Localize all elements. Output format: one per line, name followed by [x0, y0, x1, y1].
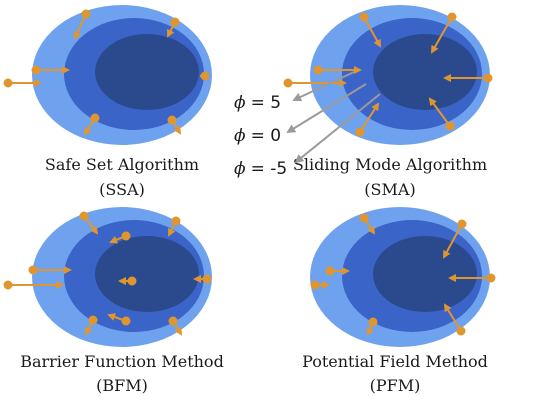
panel-pfm: Potential Field Method (PFM)	[302, 207, 496, 395]
phi-value: = 0	[251, 126, 281, 146]
phi-pointer-0	[286, 83, 367, 134]
ssa-arrow-origin	[31, 65, 41, 75]
bfm-arrow-origin	[3, 280, 13, 290]
pfm-caption-name: Potential Field Method	[302, 352, 488, 371]
ssa-arrows	[3, 9, 210, 136]
sma-arrow-origin	[447, 12, 457, 22]
sma-caption-abbr: (SMA)	[364, 180, 415, 199]
ssa-arrow-origin	[167, 115, 177, 125]
bfm-arrow-origin	[127, 276, 137, 286]
phi-label-neg5: ϕ = -5	[234, 159, 287, 179]
phi-pointer-neg5	[294, 93, 381, 164]
pfm-arrow-origin	[359, 213, 369, 223]
sma-arrow-origin	[355, 127, 365, 137]
sma-arrow	[359, 102, 380, 133]
sma-inner-set	[373, 34, 477, 110]
pfm-arrow	[443, 223, 463, 259]
bfm-arrow-origin	[121, 231, 131, 241]
pfm-arrows	[310, 213, 496, 336]
phi-pointer-5	[292, 71, 355, 102]
ssa-arrow-origin	[90, 113, 100, 123]
sma-arrow	[363, 16, 381, 48]
pfm-arrow-origin	[486, 273, 496, 283]
sma-arrows	[283, 12, 493, 137]
bfm-arrow-origin	[121, 316, 131, 326]
phi-value: = 5	[251, 93, 281, 113]
bfm-caption-name: Barrier Function Method	[20, 352, 224, 371]
phi-value: = -5	[251, 159, 288, 179]
ssa-arrow-origin	[170, 17, 180, 27]
bfm-arrow-origin	[171, 216, 181, 226]
pfm-arrow-origin	[368, 317, 378, 327]
phi-label-5: ϕ = 5	[234, 93, 281, 113]
sma-arrow-origin	[445, 121, 455, 131]
phi-symbol: ϕ	[234, 159, 246, 179]
ssa-arrow-origin	[200, 71, 210, 81]
pfm-arrow-origin	[457, 219, 467, 229]
ssa-arrow-origin	[81, 9, 91, 19]
sma-arrow	[428, 97, 451, 127]
bfm-arrow-origin	[28, 265, 38, 275]
sma-caption-name: Sliding Mode Algorithm	[293, 155, 487, 174]
sma-arrow	[431, 16, 453, 54]
pfm-arrow-origin	[310, 280, 320, 290]
bfm-arrow-origin	[79, 211, 89, 221]
pfm-arrow	[443, 303, 462, 332]
sma-arrow-origin	[283, 78, 293, 88]
ssa-caption-name: Safe Set Algorithm	[45, 155, 199, 174]
panel-ssa: Safe Set Algorithm (SSA)	[3, 5, 212, 199]
bfm-inner-set	[95, 236, 199, 312]
ssa-caption-abbr: (SSA)	[99, 180, 145, 199]
sma-arrow-origin	[359, 12, 369, 22]
sma-arrow-origin	[483, 73, 493, 83]
bfm-arrow-origin	[168, 316, 178, 326]
phi-symbol: ϕ	[234, 126, 246, 146]
panel-sma: Sliding Mode Algorithm (SMA)	[283, 5, 493, 199]
phi-annotations: ϕ = 5 ϕ = 0 ϕ = -5	[234, 71, 381, 179]
ssa-arrow-origin	[3, 78, 13, 88]
pfm-arrow-origin	[456, 326, 466, 336]
phi-symbol: ϕ	[234, 93, 246, 113]
bfm-arrow-origin	[202, 274, 212, 284]
pfm-arrow-origin	[325, 266, 335, 276]
panel-bfm: Barrier Function Method (BFM)	[3, 207, 224, 395]
bfm-arrows	[3, 211, 212, 336]
bfm-caption-abbr: (BFM)	[96, 376, 148, 395]
pfm-caption-abbr: (PFM)	[370, 376, 421, 395]
pfm-inner-set	[373, 236, 477, 312]
sma-arrow-origin	[313, 65, 323, 75]
ssa-inner-set	[95, 34, 199, 110]
bfm-arrow-origin	[88, 315, 98, 325]
phi-label-0: ϕ = 0	[234, 126, 281, 146]
